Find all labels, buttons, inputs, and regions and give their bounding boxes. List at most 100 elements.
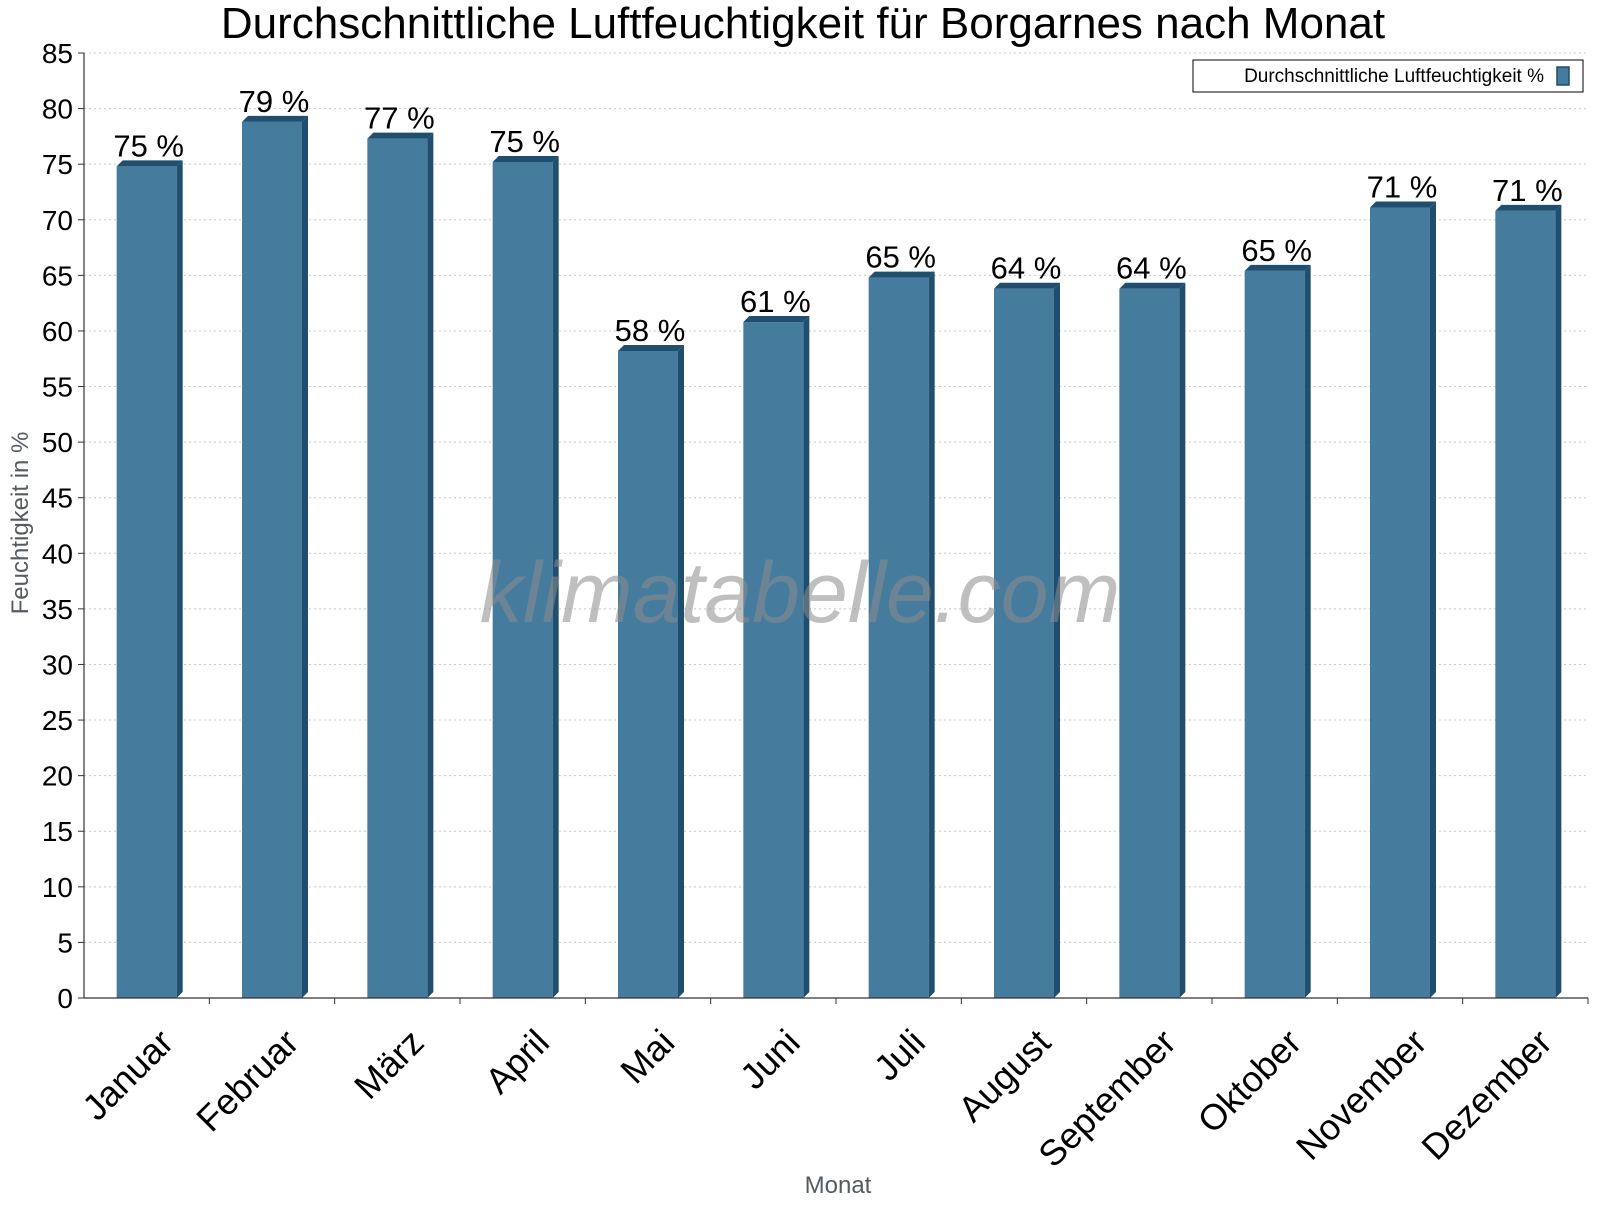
data-label: 71 % xyxy=(1492,173,1563,208)
bar-top xyxy=(868,271,935,278)
bar xyxy=(994,282,1060,999)
bar-front xyxy=(868,277,929,998)
bar xyxy=(1370,201,1436,999)
bar-side xyxy=(176,160,183,998)
bar-side xyxy=(1304,264,1311,998)
data-labels: 75 % 79 % 77 % 75 % 58 % 61 % 65 % 64 % 64 % 65 %… xyxy=(113,84,1562,348)
bar-front xyxy=(116,166,177,998)
legend-entry-label: Durchschnittliche Luftfeuchtigkeit % xyxy=(1244,66,1544,87)
bar xyxy=(1119,282,1186,999)
bar xyxy=(618,344,684,998)
bar-top xyxy=(367,132,434,139)
bar-top xyxy=(1370,201,1436,208)
bar-front xyxy=(242,121,302,998)
y-tick-label: 70 xyxy=(42,205,73,236)
x-tick-label: Dezember xyxy=(1413,1021,1559,1167)
y-tick-label: 0 xyxy=(57,983,73,1014)
bar-top xyxy=(492,155,559,162)
data-label: 71 % xyxy=(1367,170,1438,205)
y-tick-label: 20 xyxy=(42,761,73,792)
bar-top xyxy=(1119,282,1186,289)
bars xyxy=(116,115,1562,999)
bar-side xyxy=(552,155,559,998)
watermark: klimatabelle.com xyxy=(480,545,1120,641)
x-tick-label: Februar xyxy=(188,1021,306,1139)
y-tick-label: 85 xyxy=(42,38,73,69)
x-tick-label: August xyxy=(950,1021,1058,1129)
bar-front xyxy=(743,322,804,998)
bar-top xyxy=(1244,264,1311,271)
y-tick-label: 60 xyxy=(42,316,73,347)
data-label: 75 % xyxy=(489,124,560,159)
bar-side xyxy=(1430,201,1436,999)
bar xyxy=(492,155,559,998)
y-tick-label: 55 xyxy=(42,372,73,403)
bar-front xyxy=(492,161,553,998)
bar-side xyxy=(1179,282,1186,999)
bar-side xyxy=(928,271,935,998)
bar-top xyxy=(242,115,308,122)
bar-front xyxy=(1244,270,1305,998)
y-tick-label: 25 xyxy=(42,705,73,736)
bar xyxy=(743,316,810,998)
bar-top xyxy=(743,316,810,323)
data-label: 58 % xyxy=(615,313,686,348)
legend: Durchschnittliche Luftfeuchtigkeit % xyxy=(1192,59,1584,93)
x-tick-label: November xyxy=(1288,1021,1434,1167)
y-tick-label: 80 xyxy=(42,94,73,125)
bar xyxy=(242,115,308,998)
bar-front xyxy=(1495,210,1556,998)
data-label: 61 % xyxy=(740,284,811,319)
x-tick-label: Januar xyxy=(74,1021,181,1128)
bar-top xyxy=(116,160,183,167)
y-tick-label: 45 xyxy=(42,483,73,514)
data-label: 77 % xyxy=(364,101,435,136)
bar xyxy=(367,132,434,998)
data-label: 79 % xyxy=(239,84,310,119)
bar-front xyxy=(1119,288,1180,999)
bar-side xyxy=(803,316,810,998)
y-tick-label: 30 xyxy=(42,649,73,680)
bar xyxy=(1244,264,1311,998)
y-tick-label: 15 xyxy=(42,816,73,847)
x-tick-label: Oktober xyxy=(1189,1021,1309,1141)
data-label: 64 % xyxy=(991,251,1062,286)
data-label: 75 % xyxy=(113,128,184,163)
bar-front xyxy=(618,350,678,998)
x-tick-label: Juni xyxy=(732,1021,808,1097)
y-tick-label: 35 xyxy=(42,594,73,625)
bar-side xyxy=(678,344,684,998)
x-tick-label: Juli xyxy=(866,1021,933,1088)
bar-front xyxy=(994,288,1054,999)
bar-front xyxy=(367,138,428,998)
y-tick-label: 65 xyxy=(42,260,73,291)
y-axis-label: Feuchtigkeit in % xyxy=(7,432,34,615)
bar xyxy=(1495,204,1562,998)
chart-title: Durchschnittliche Luftfeuchtigkeit für B… xyxy=(221,0,1385,48)
y-tick-label: 40 xyxy=(42,538,73,569)
bar-top xyxy=(1495,204,1562,211)
bar-top xyxy=(618,344,684,351)
legend-swatch xyxy=(1556,66,1570,86)
data-label: 64 % xyxy=(1116,251,1187,286)
bar xyxy=(868,271,935,998)
x-tick-label: September xyxy=(1030,1021,1184,1175)
data-label: 65 % xyxy=(1241,233,1312,268)
x-tick-label: Mai xyxy=(612,1021,682,1091)
bar-side xyxy=(1555,204,1562,998)
legend-box xyxy=(1192,59,1584,93)
x-axis-label: Monat xyxy=(805,1172,872,1199)
bar-front xyxy=(1370,207,1430,999)
x-tick-label: März xyxy=(346,1021,432,1107)
y-tick-label: 75 xyxy=(42,149,73,180)
data-label: 65 % xyxy=(865,240,936,275)
bar-side xyxy=(427,132,434,998)
bar-side xyxy=(1054,282,1060,999)
bar xyxy=(116,160,183,998)
x-tick-label: April xyxy=(477,1021,557,1101)
grid-lines xyxy=(84,52,1588,943)
y-tick-label: 50 xyxy=(42,427,73,458)
y-tick-label: 5 xyxy=(57,927,73,958)
